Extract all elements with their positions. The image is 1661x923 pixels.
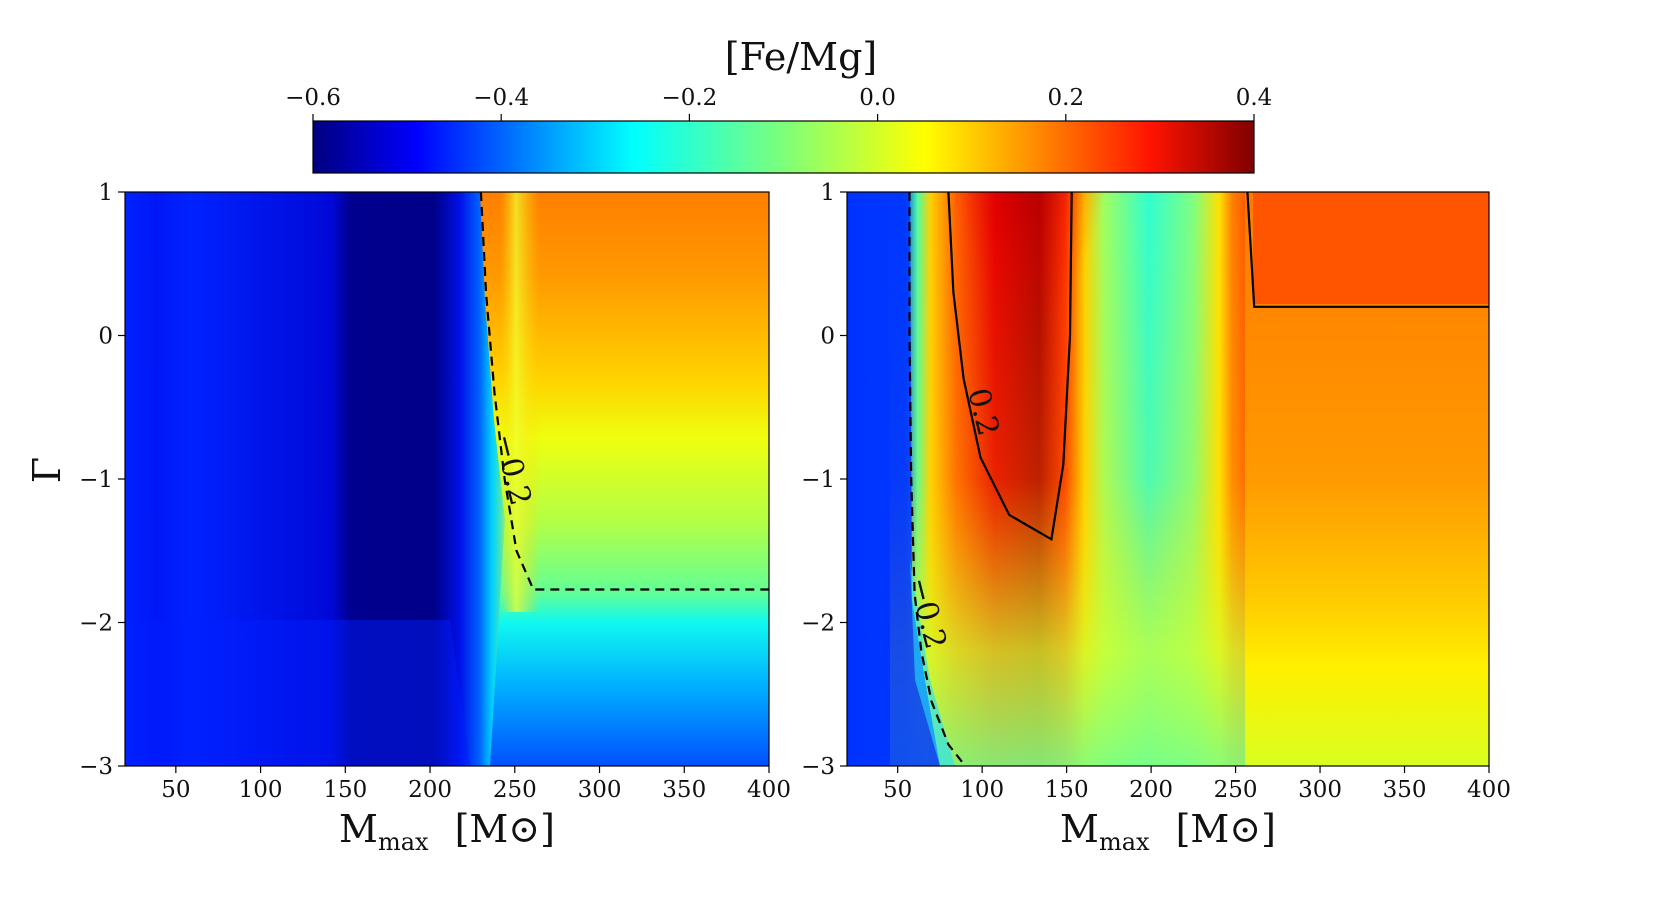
x-tick-label: 150 (323, 777, 367, 803)
right-panel: −0.20.2 50 100 150 200 250 300 350 400 10−1−2−3… (801, 180, 1511, 856)
left-y-axis-label: Γ (25, 457, 69, 483)
left-x-axis-label: Mmax [M⊙] (339, 807, 555, 856)
x-tick-label: 50 (883, 777, 912, 803)
y-tick-label: 0 (820, 324, 835, 350)
x-tick-label: 250 (1214, 777, 1258, 803)
x-tick-label: 150 (1045, 777, 1089, 803)
y-tick-label: −1 (79, 467, 113, 493)
left-heatmap (125, 192, 769, 766)
x-tick-label: 350 (662, 777, 706, 803)
colorbar: [Fe/Mg] −0.6 −0.4 −0.2 0.0 0.2 0.4 (285, 35, 1272, 174)
colorbar-title: [Fe/Mg] (725, 35, 877, 79)
colorbar-tick-label: 0.0 (859, 85, 896, 111)
colorbar-gradient (312, 120, 1255, 174)
right-y-ticks: 1 0 −1 −2 −3 (801, 180, 847, 780)
x-tick-label: 400 (747, 777, 791, 803)
colorbar-tick-label: −0.4 (473, 85, 529, 111)
y-tick-label: 0 (98, 324, 113, 350)
y-tick-label: 1 (98, 180, 113, 206)
colorbar-ticks: −0.6 −0.4 −0.2 0.0 0.2 0.4 (285, 85, 1272, 121)
x-tick-label: 300 (578, 777, 622, 803)
left-x-ticks: 50 100 150 200 250 300 350 400 (161, 766, 791, 803)
colorbar-tick-label: 0.4 (1236, 85, 1273, 111)
y-tick-label: −3 (79, 754, 113, 780)
x-tick-label: 300 (1298, 777, 1342, 803)
right-heatmap (847, 192, 1489, 766)
x-tick-label: 200 (408, 777, 452, 803)
right-x-axis-label: Mmax [M⊙] (1060, 807, 1276, 856)
x-tick-label: 100 (239, 777, 283, 803)
contour-line (1246, 191, 1489, 308)
colorbar-tick-label: −0.6 (285, 85, 341, 111)
left-y-ticks: 1 0 −1 −2 −3 (79, 180, 125, 780)
x-tick-label: 400 (1467, 777, 1511, 803)
y-tick-label: −2 (801, 611, 835, 637)
y-tick-label: −3 (801, 754, 835, 780)
right-x-ticks: 50 100 150 200 250 300 350 400 (883, 766, 1511, 803)
contour-line (479, 191, 769, 591)
x-tick-label: 50 (161, 777, 190, 803)
x-tick-label: 100 (960, 777, 1004, 803)
x-tick-label: 250 (493, 777, 537, 803)
x-tick-label: 200 (1129, 777, 1173, 803)
colorbar-tick-label: −0.2 (661, 85, 717, 111)
y-tick-label: −2 (79, 611, 113, 637)
left-panel: −0.2 50 100 150 200 250 300 350 400 10−1−2−3 Mm… (25, 180, 791, 856)
colorbar-tick-label: 0.2 (1048, 85, 1085, 111)
y-tick-label: 1 (820, 180, 835, 206)
y-tick-label: −1 (801, 467, 835, 493)
contour-line (908, 192, 967, 767)
contour-line (947, 191, 1073, 542)
x-tick-label: 350 (1383, 777, 1427, 803)
